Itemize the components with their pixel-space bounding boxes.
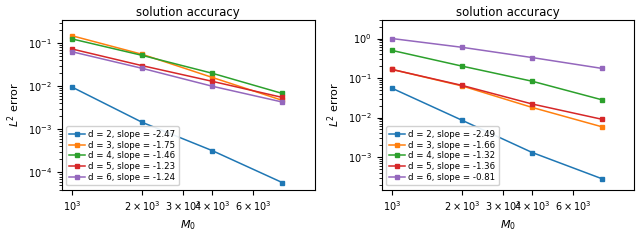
Line: d = 6, slope = -0.81: d = 6, slope = -0.81 <box>390 36 605 71</box>
d = 5, slope = -1.23 <box>278 96 286 99</box>
Line: d = 2, slope = -2.47: d = 2, slope = -2.47 <box>70 85 285 185</box>
Line: d = 3, slope = -1.75: d = 3, slope = -1.75 <box>70 33 285 103</box>
Legend: d = 2, slope = -2.47, d = 3, slope = -1.75, d = 4, slope = -1.46, d = 5, slope =: d = 2, slope = -2.47, d = 3, slope = -1.… <box>66 126 179 185</box>
Line: d = 3, slope = -1.66: d = 3, slope = -1.66 <box>390 67 605 129</box>
d = 5, slope = -1.36 <box>529 103 536 105</box>
d = 6, slope = -0.81 <box>598 67 606 70</box>
d = 6, slope = -1.24 <box>278 101 286 104</box>
d = 3, slope = -1.75 <box>138 53 146 56</box>
Line: d = 2, slope = -2.49: d = 2, slope = -2.49 <box>390 86 605 181</box>
d = 4, slope = -1.32 <box>598 99 606 101</box>
d = 4, slope = -1.46 <box>68 38 76 40</box>
d = 6, slope = -0.81 <box>458 46 466 49</box>
d = 4, slope = -1.46 <box>138 54 146 57</box>
Line: d = 5, slope = -1.36: d = 5, slope = -1.36 <box>390 67 605 122</box>
d = 2, slope = -2.49 <box>458 119 466 122</box>
X-axis label: $M_0$: $M_0$ <box>500 219 516 233</box>
Line: d = 4, slope = -1.46: d = 4, slope = -1.46 <box>70 37 285 96</box>
d = 6, slope = -0.81 <box>388 37 396 40</box>
d = 2, slope = -2.49 <box>388 87 396 90</box>
d = 3, slope = -1.75 <box>209 76 216 79</box>
Legend: d = 2, slope = -2.49, d = 3, slope = -1.66, d = 4, slope = -1.32, d = 5, slope =: d = 2, slope = -2.49, d = 3, slope = -1.… <box>386 126 499 185</box>
d = 4, slope = -1.46 <box>209 72 216 75</box>
d = 3, slope = -1.66 <box>388 68 396 71</box>
d = 2, slope = -2.47 <box>68 86 76 89</box>
d = 6, slope = -0.81 <box>529 56 536 59</box>
d = 6, slope = -1.24 <box>68 50 76 53</box>
d = 6, slope = -1.24 <box>138 67 146 70</box>
Line: d = 4, slope = -1.32: d = 4, slope = -1.32 <box>390 48 605 102</box>
d = 3, slope = -1.66 <box>529 106 536 109</box>
Line: d = 5, slope = -1.23: d = 5, slope = -1.23 <box>70 47 285 100</box>
d = 2, slope = -2.49 <box>529 151 536 154</box>
d = 4, slope = -1.46 <box>278 92 286 95</box>
Y-axis label: $L^2$ error: $L^2$ error <box>326 82 342 127</box>
d = 4, slope = -1.32 <box>458 65 466 68</box>
d = 2, slope = -2.47 <box>138 121 146 124</box>
d = 5, slope = -1.23 <box>68 48 76 50</box>
Title: solution accuracy: solution accuracy <box>456 5 560 19</box>
d = 5, slope = -1.23 <box>209 80 216 83</box>
d = 3, slope = -1.66 <box>598 125 606 128</box>
d = 6, slope = -1.24 <box>209 85 216 88</box>
Y-axis label: $L^2$ error: $L^2$ error <box>6 82 22 127</box>
d = 3, slope = -1.75 <box>278 99 286 102</box>
d = 2, slope = -2.49 <box>598 178 606 180</box>
d = 5, slope = -1.23 <box>138 64 146 67</box>
d = 3, slope = -1.75 <box>68 35 76 37</box>
d = 2, slope = -2.47 <box>209 149 216 152</box>
d = 2, slope = -2.47 <box>278 181 286 184</box>
X-axis label: $M_0$: $M_0$ <box>180 219 196 233</box>
d = 5, slope = -1.36 <box>388 68 396 71</box>
d = 3, slope = -1.66 <box>458 84 466 87</box>
d = 5, slope = -1.36 <box>458 84 466 87</box>
d = 4, slope = -1.32 <box>529 80 536 83</box>
Line: d = 6, slope = -1.24: d = 6, slope = -1.24 <box>70 49 285 104</box>
Title: solution accuracy: solution accuracy <box>136 5 240 19</box>
d = 4, slope = -1.32 <box>388 49 396 52</box>
d = 5, slope = -1.36 <box>598 118 606 121</box>
